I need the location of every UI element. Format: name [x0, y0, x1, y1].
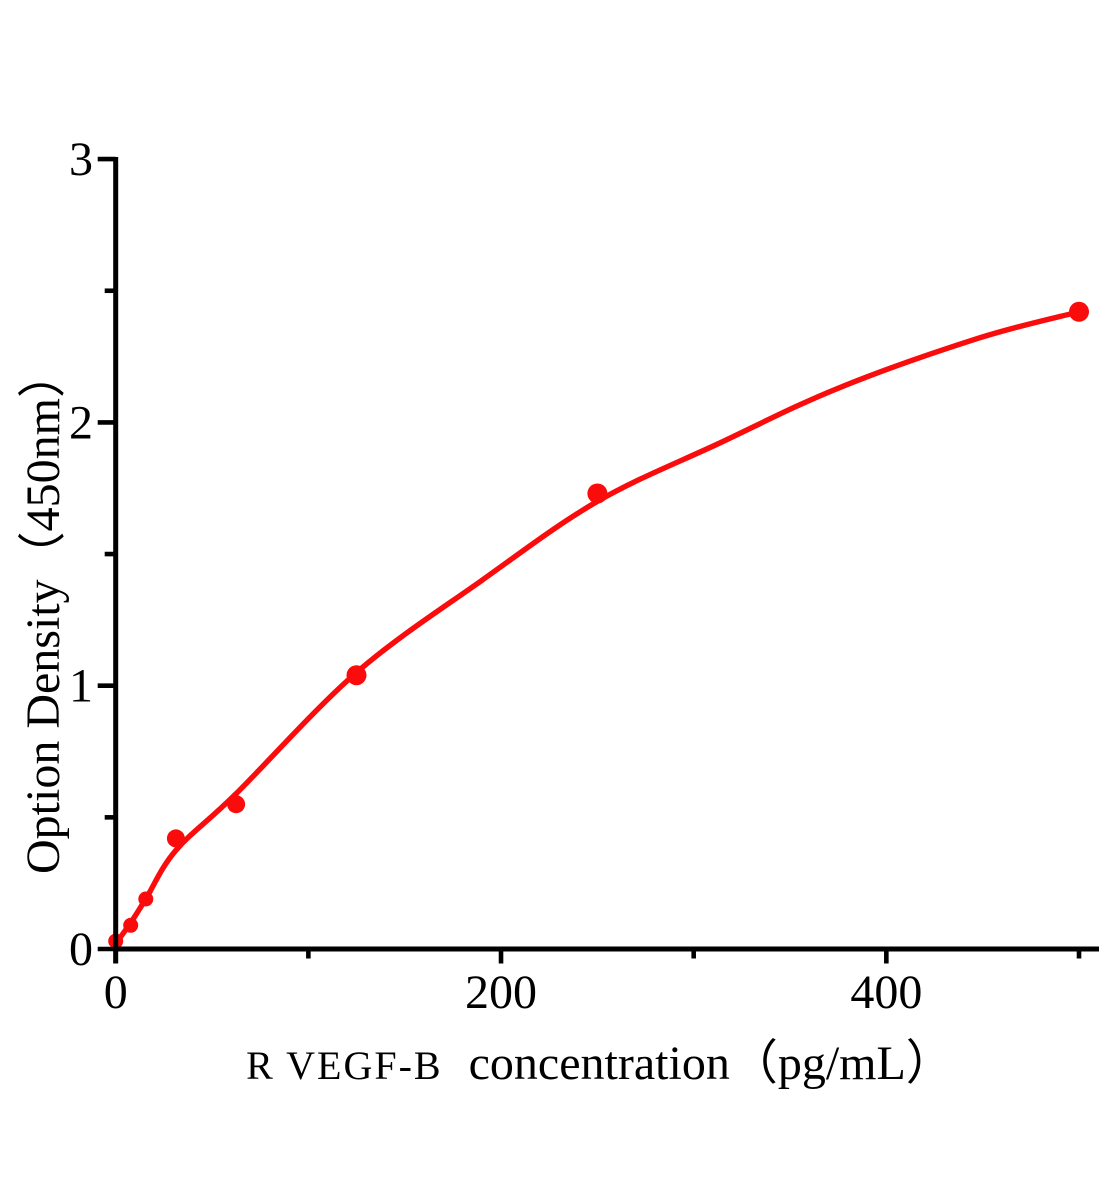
data-point [587, 483, 608, 504]
x-tick-label: 200 [465, 966, 537, 1019]
y-tick-label: 3 [69, 133, 93, 186]
x-axis-label-prefix: R VEGF-B [246, 1043, 443, 1088]
y-axis-label: Option Density（450nm） [17, 350, 70, 874]
y-tick-label: 0 [69, 923, 93, 976]
data-point [346, 665, 367, 686]
x-tick-label: 400 [850, 966, 922, 1019]
x-axis-label: R VEGF-B concentration（pg/mL） [246, 1023, 954, 1093]
data-point [166, 829, 185, 848]
fit-curve [113, 309, 1082, 947]
data-point [138, 891, 154, 907]
x-tick-label: 0 [104, 966, 128, 1019]
x-axis-label-unit: concentration（pg/mL） [468, 1037, 954, 1090]
y-tick-label: 1 [69, 660, 93, 713]
data-point [123, 917, 139, 933]
y-tick-label: 2 [69, 396, 93, 449]
data-point [1069, 301, 1089, 322]
data-point [227, 795, 246, 814]
